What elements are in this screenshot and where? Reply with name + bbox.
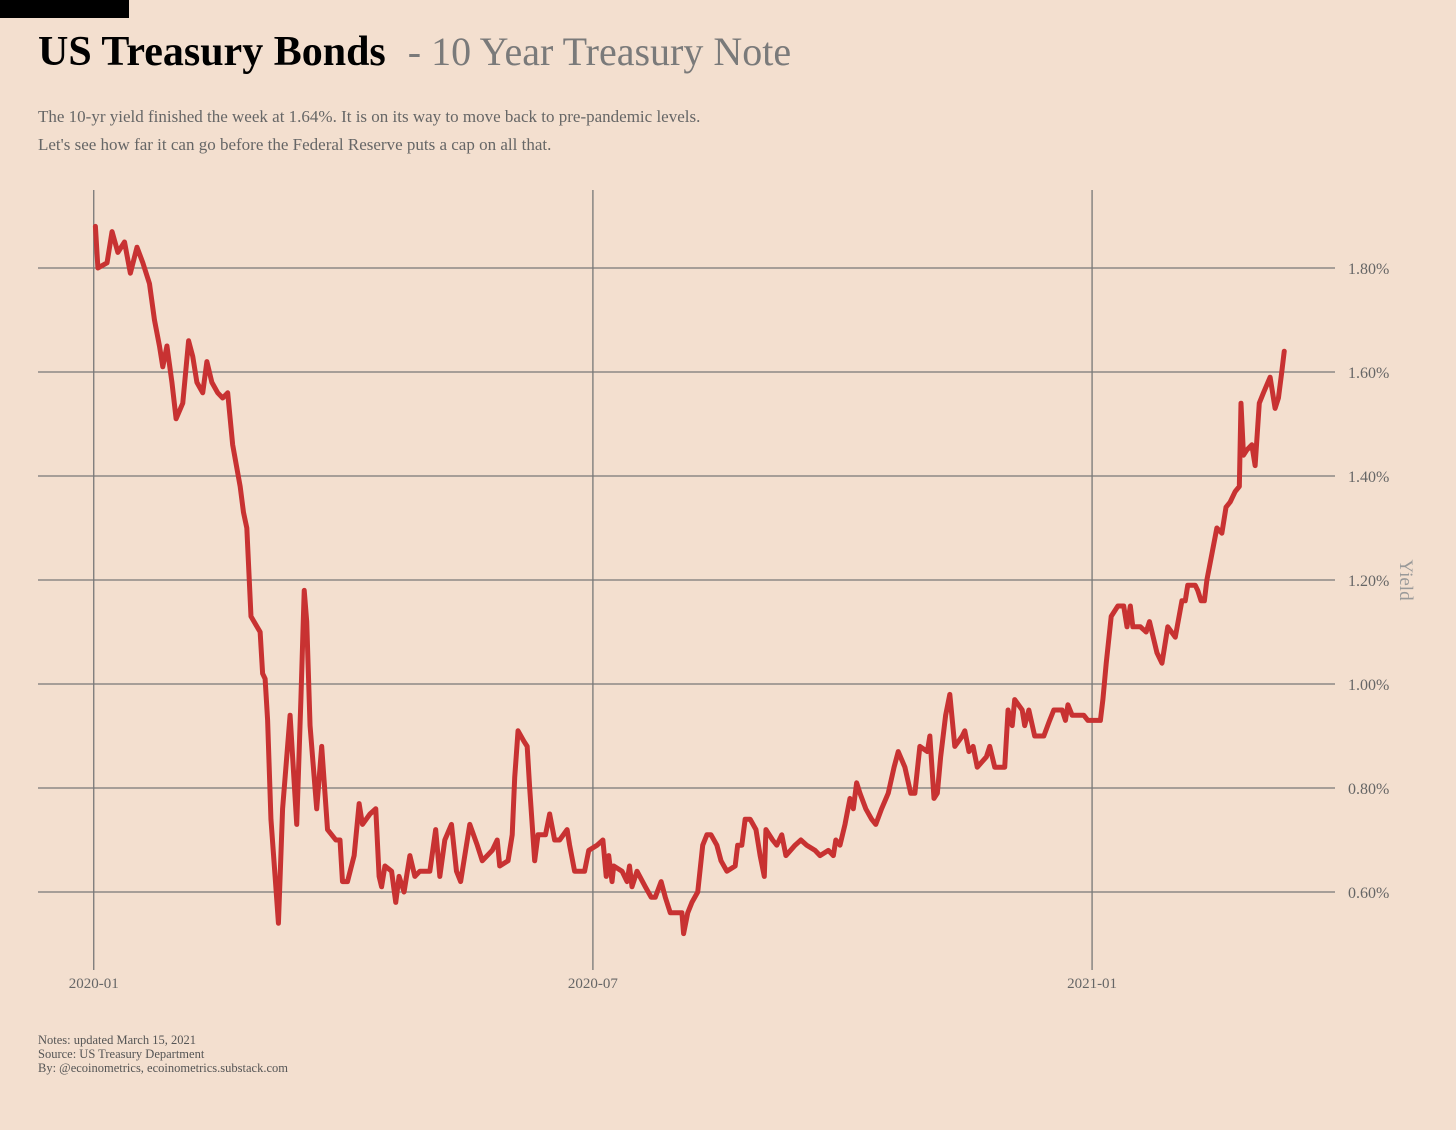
line xyxy=(92,223,1287,937)
y-tick-label: 1.00% xyxy=(1348,677,1389,694)
x-tick-label: 2020-01 xyxy=(69,976,119,992)
x-tick-label: 2020-07 xyxy=(568,976,618,992)
y-tick-label: 1.20% xyxy=(1348,573,1389,590)
note: Notes: updated March 15, 2021 xyxy=(38,1033,196,1047)
chart-subtitle: - 10 Year Treasury Note xyxy=(408,29,791,74)
note: Source: US Treasury Department xyxy=(38,1047,205,1061)
y-tick-label: 1.60% xyxy=(1348,365,1389,382)
note: By: @ecoinometrics, ecoinometrics.substa… xyxy=(38,1061,288,1075)
description: The 10-yr yield finished the week at 1.6… xyxy=(38,107,700,126)
y-tick-label: 1.80% xyxy=(1348,261,1389,278)
corner-bar xyxy=(0,0,129,18)
chart-title: US Treasury Bonds xyxy=(38,29,386,75)
y-tick-label: 1.40% xyxy=(1348,469,1389,486)
y-tick-label: 0.60% xyxy=(1348,885,1389,902)
y-axis-label: Yield xyxy=(1395,559,1416,601)
description: Let's see how far it can go before the F… xyxy=(38,135,551,154)
y-tick-label: 0.80% xyxy=(1348,781,1389,798)
x-tick-label: 2021-01 xyxy=(1067,976,1117,992)
